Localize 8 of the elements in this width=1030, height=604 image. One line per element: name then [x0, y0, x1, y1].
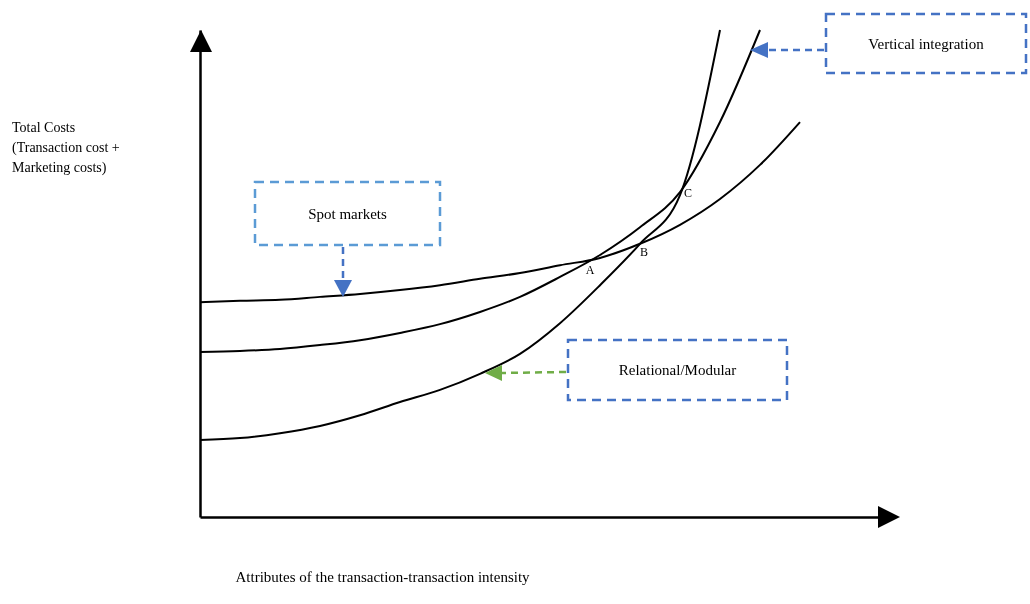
text: Total Costs (Transaction cost + Marketing costs) [12, 120, 120, 176]
annotation: A [585, 263, 595, 277]
annotation: B [639, 245, 649, 259]
x-axis-title: Attributes of the transaction-transaction intensity [235, 568, 531, 585]
annotation: Vertical integration [868, 35, 985, 52]
annotation: Spot markets [308, 205, 388, 222]
annotation: Relational/Modular [618, 362, 737, 378]
annotation: C [683, 186, 693, 200]
